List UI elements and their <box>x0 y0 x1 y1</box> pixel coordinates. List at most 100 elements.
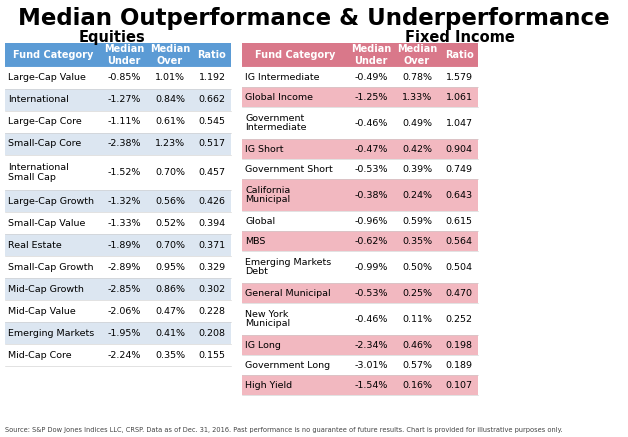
Bar <box>193 190 231 212</box>
Bar <box>348 283 394 303</box>
Text: 0.155: 0.155 <box>198 351 225 360</box>
Text: 0.371: 0.371 <box>198 241 225 250</box>
Text: MBS: MBS <box>245 236 266 246</box>
Bar <box>147 133 193 155</box>
Bar <box>440 283 478 303</box>
Bar <box>147 43 193 67</box>
Text: 0.46%: 0.46% <box>402 340 432 350</box>
Text: 1.061: 1.061 <box>445 93 472 101</box>
Text: -0.47%: -0.47% <box>354 145 387 153</box>
Bar <box>101 190 147 212</box>
Bar <box>147 300 193 322</box>
Text: 0.86%: 0.86% <box>155 284 185 294</box>
Bar <box>242 283 348 303</box>
Bar <box>193 212 231 234</box>
Text: Emerging Markets: Emerging Markets <box>8 329 94 338</box>
Bar <box>440 211 478 231</box>
Text: -0.62%: -0.62% <box>354 236 387 246</box>
Text: -1.95%: -1.95% <box>107 329 141 338</box>
Text: -0.49%: -0.49% <box>354 73 387 81</box>
Text: 0.545: 0.545 <box>198 118 225 126</box>
Bar <box>440 87 478 107</box>
Bar <box>5 43 101 67</box>
Bar <box>348 159 394 179</box>
Text: High Yield: High Yield <box>245 381 292 389</box>
Text: 0.61%: 0.61% <box>155 118 185 126</box>
Bar <box>101 300 147 322</box>
Text: 0.470: 0.470 <box>445 288 472 298</box>
Text: 0.426: 0.426 <box>198 197 225 206</box>
Bar <box>5 278 101 300</box>
Text: Global Income: Global Income <box>245 93 313 101</box>
Bar <box>101 344 147 366</box>
Bar <box>440 139 478 159</box>
Text: 0.84%: 0.84% <box>155 96 185 104</box>
Bar <box>242 67 348 87</box>
Bar <box>101 155 147 190</box>
Bar <box>5 256 101 278</box>
Text: -0.99%: -0.99% <box>354 263 387 271</box>
Text: International: International <box>8 96 68 104</box>
Text: 0.35%: 0.35% <box>402 236 432 246</box>
Bar <box>394 211 440 231</box>
Bar <box>193 300 231 322</box>
Bar <box>5 190 101 212</box>
Text: Global: Global <box>245 216 275 225</box>
Text: IG Short: IG Short <box>245 145 283 153</box>
Bar <box>348 355 394 375</box>
Bar <box>147 190 193 212</box>
Bar <box>147 278 193 300</box>
Text: -0.53%: -0.53% <box>354 164 387 173</box>
Bar <box>147 89 193 111</box>
Text: Median
Over: Median Over <box>150 45 190 66</box>
Bar <box>394 179 440 211</box>
Bar <box>440 179 478 211</box>
Text: Fund Category: Fund Category <box>255 50 335 60</box>
Text: Fixed Income: Fixed Income <box>405 30 515 45</box>
Text: Median
Over: Median Over <box>397 45 437 66</box>
Text: -1.11%: -1.11% <box>107 118 141 126</box>
Text: 0.70%: 0.70% <box>155 168 185 177</box>
Bar <box>394 251 440 283</box>
Bar <box>193 155 231 190</box>
Bar <box>440 43 478 67</box>
Text: Small-Cap Growth: Small-Cap Growth <box>8 263 94 272</box>
Bar <box>348 335 394 355</box>
Text: -2.06%: -2.06% <box>107 307 141 316</box>
Bar <box>440 231 478 251</box>
Text: Source: S&P Dow Jones Indices LLC, CRSP. Data as of Dec. 31, 2016. Past performa: Source: S&P Dow Jones Indices LLC, CRSP.… <box>5 427 563 433</box>
Bar <box>147 256 193 278</box>
Bar <box>101 133 147 155</box>
Bar <box>394 67 440 87</box>
Text: 1.01%: 1.01% <box>155 73 185 83</box>
Bar <box>242 335 348 355</box>
Text: 0.228: 0.228 <box>198 307 225 316</box>
Text: -1.52%: -1.52% <box>107 168 141 177</box>
Text: 0.11%: 0.11% <box>402 315 432 323</box>
Bar <box>394 43 440 67</box>
Text: -3.01%: -3.01% <box>354 361 387 370</box>
Bar <box>101 256 147 278</box>
Text: Government Short: Government Short <box>245 164 333 173</box>
Text: 0.24%: 0.24% <box>402 191 432 200</box>
Bar <box>242 43 348 67</box>
Text: -1.33%: -1.33% <box>107 218 141 228</box>
Text: New York
Municipal: New York Municipal <box>245 310 290 328</box>
Bar <box>242 303 348 335</box>
Text: Real Estate: Real Estate <box>8 241 62 250</box>
Text: IG Long: IG Long <box>245 340 281 350</box>
Text: 0.50%: 0.50% <box>402 263 432 271</box>
Bar <box>348 67 394 87</box>
Text: 0.189: 0.189 <box>445 361 472 370</box>
Text: 0.662: 0.662 <box>198 96 225 104</box>
Bar <box>193 133 231 155</box>
Bar <box>242 87 348 107</box>
Bar <box>101 67 147 89</box>
Bar <box>147 212 193 234</box>
Text: 0.208: 0.208 <box>198 329 225 338</box>
Bar <box>193 278 231 300</box>
Bar <box>193 234 231 256</box>
Bar <box>394 355 440 375</box>
Bar <box>394 159 440 179</box>
Bar <box>242 159 348 179</box>
